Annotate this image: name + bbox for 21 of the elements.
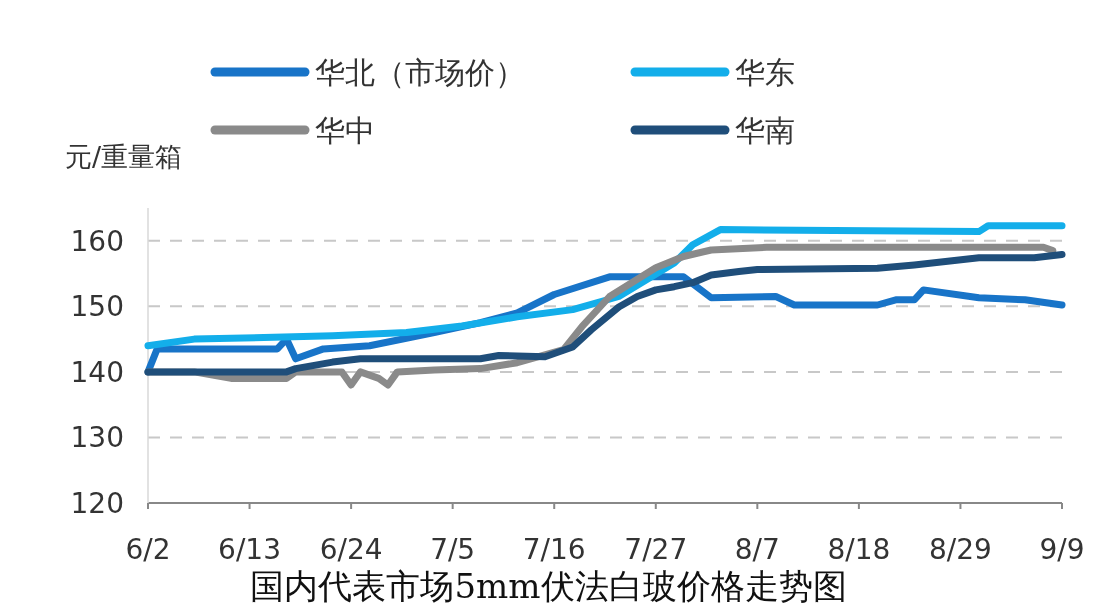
x-tick-label: 7/16 (522, 533, 586, 566)
x-tick-label: 8/7 (734, 533, 780, 566)
y-tick-label: 120 (70, 487, 124, 520)
x-tick-label: 6/13 (218, 533, 281, 566)
x-tick-label: 8/18 (827, 533, 891, 566)
x-tick-label: 7/5 (430, 533, 476, 566)
y-tick-label: 160 (70, 224, 124, 258)
legend-label: 华东 (735, 55, 795, 90)
x-tick-label: 6/24 (319, 533, 383, 566)
y-tick-label: 130 (70, 421, 124, 455)
x-tick-label: 8/29 (929, 533, 992, 566)
x-tick-label: 6/2 (125, 533, 171, 566)
x-tick-label: 9/9 (1039, 533, 1085, 566)
legend-label: 华中 (315, 113, 375, 148)
legend-label: 华南 (735, 113, 795, 148)
text: 国内代表市场5mm伏法白玻价格走势图 (250, 566, 847, 606)
y-tick-label: 140 (70, 355, 124, 389)
y-tick-label: 150 (70, 290, 124, 324)
x-tick-label: 7/27 (624, 533, 688, 566)
y-axis-title: 元/重量箱 (65, 141, 183, 172)
legend-label: 华北（市场价） (315, 55, 525, 90)
